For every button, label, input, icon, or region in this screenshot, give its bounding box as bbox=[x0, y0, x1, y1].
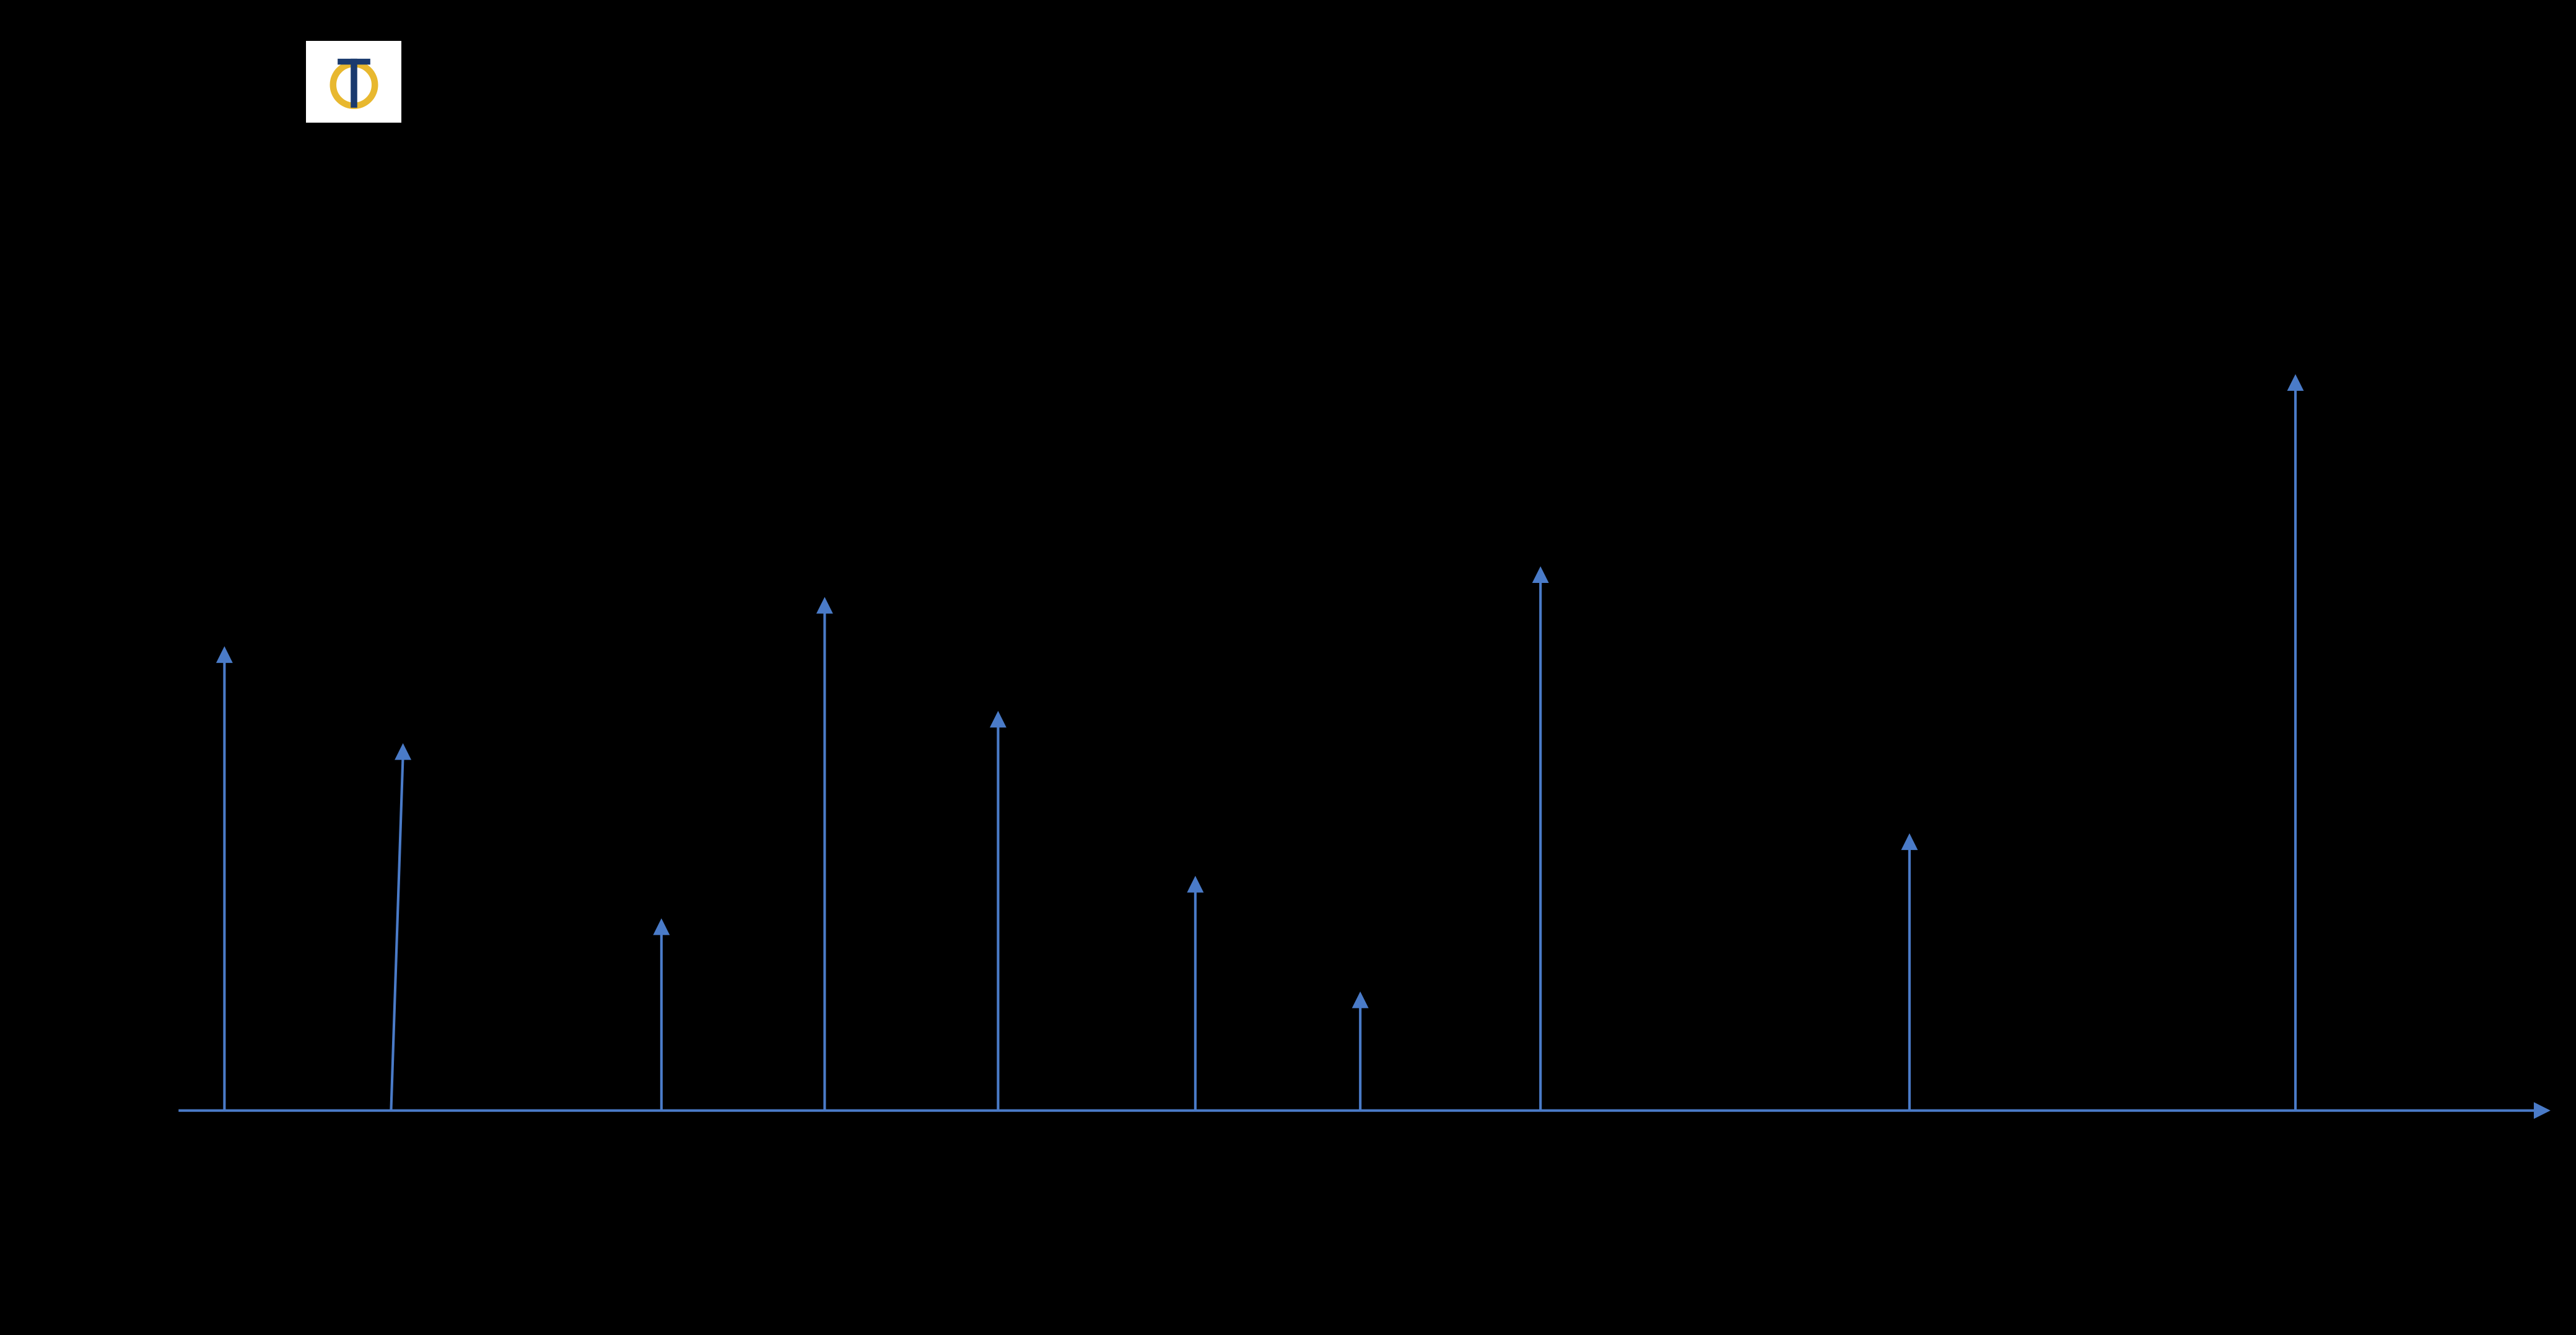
stem-chart bbox=[0, 0, 2576, 1335]
